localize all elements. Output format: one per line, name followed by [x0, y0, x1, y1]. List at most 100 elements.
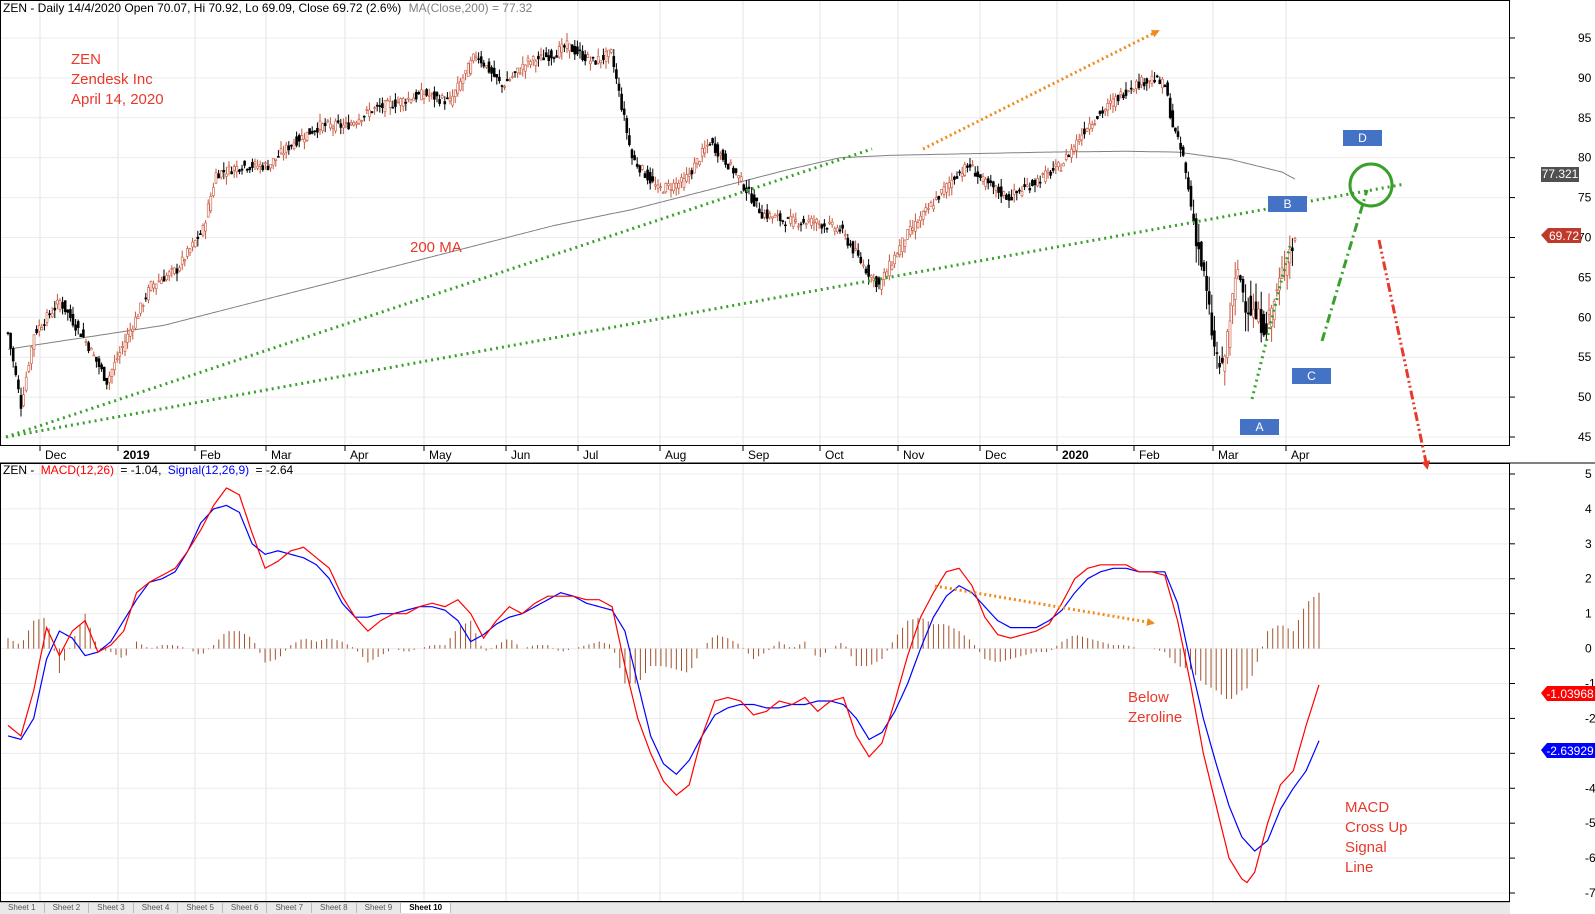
- candle-up: [1075, 139, 1078, 151]
- candle-up: [1285, 260, 1289, 276]
- candle-up: [596, 56, 600, 64]
- svg-text:D: D: [1358, 131, 1367, 145]
- annotation-below-zero-1: Below: [1128, 689, 1169, 706]
- candle-up: [729, 161, 733, 165]
- candle-down: [973, 172, 977, 177]
- candle-up: [984, 178, 987, 187]
- candle-up: [469, 60, 473, 74]
- month-label: Dec: [45, 448, 66, 462]
- candle-down: [1137, 81, 1141, 88]
- candle-down: [297, 135, 301, 142]
- candle-down: [643, 173, 647, 178]
- wave-label-d: D: [1343, 130, 1382, 146]
- candles-layer: [6, 32, 1297, 417]
- candle-down: [1155, 75, 1159, 78]
- candle-down: [251, 162, 254, 168]
- candle-up: [1280, 267, 1284, 279]
- sheet-tab[interactable]: Sheet 2: [45, 903, 90, 913]
- sheet-tab[interactable]: Sheet 7: [267, 903, 313, 913]
- sheet-tab[interactable]: Sheet 5: [178, 903, 223, 913]
- sheet-tab[interactable]: Sheet 9: [357, 903, 402, 913]
- candle-up: [126, 333, 129, 343]
- sheet-tab[interactable]: Sheet 6: [223, 903, 268, 913]
- candle-down: [339, 123, 343, 128]
- candle-down: [841, 224, 844, 229]
- candle-down: [1158, 79, 1162, 84]
- candle-down: [1179, 142, 1182, 150]
- candle-down: [238, 169, 241, 172]
- candle-down: [500, 85, 504, 87]
- candle-up: [906, 229, 909, 240]
- candle-up: [206, 203, 210, 218]
- candle-up: [1093, 123, 1097, 125]
- candle-down: [479, 56, 483, 64]
- month-label: 2019: [123, 448, 150, 462]
- candle-down: [622, 108, 626, 115]
- candle-down: [1197, 242, 1201, 250]
- candle-up: [342, 124, 345, 129]
- candle-down: [53, 307, 57, 311]
- candle-up: [1275, 289, 1279, 292]
- candle-up: [812, 221, 816, 224]
- candle-up: [776, 214, 779, 217]
- candle-up: [836, 227, 839, 233]
- candle-up: [893, 254, 896, 265]
- candle-up: [661, 192, 665, 194]
- candle-up: [677, 183, 681, 189]
- candle-down: [989, 180, 993, 183]
- candle-down: [248, 167, 252, 170]
- candle-down: [544, 52, 548, 58]
- candle-up: [401, 98, 405, 107]
- candle-up: [178, 267, 181, 272]
- candle-down: [495, 74, 499, 78]
- candle-down: [591, 56, 595, 59]
- candle-up: [1257, 308, 1260, 322]
- sheet-tab[interactable]: Sheet 10: [401, 903, 452, 913]
- candle-up: [128, 329, 132, 337]
- target-circle: [1348, 162, 1394, 208]
- month-label: Feb: [1139, 448, 1160, 462]
- month-label: Apr: [1291, 448, 1310, 462]
- macd-grid: [1, 464, 1509, 901]
- candle-up: [599, 60, 603, 63]
- candle-down: [102, 366, 106, 381]
- candle-down: [937, 195, 941, 200]
- candle-down: [1166, 82, 1169, 96]
- price-tick-label: 80: [1578, 151, 1592, 165]
- candle-up: [700, 148, 704, 157]
- candle-up: [461, 77, 465, 84]
- candle-down: [713, 143, 717, 153]
- candle-down: [778, 213, 782, 221]
- sheet-tab[interactable]: Sheet 4: [134, 903, 179, 913]
- candle-up: [659, 186, 662, 189]
- candle-down: [750, 193, 753, 203]
- candle-up: [40, 327, 44, 331]
- sheet-tab[interactable]: Sheet 8: [312, 903, 357, 913]
- candle-up: [607, 49, 610, 57]
- candle-up: [279, 148, 283, 154]
- candle-up: [201, 225, 205, 236]
- candle-down: [1205, 275, 1208, 291]
- candle-up: [1236, 269, 1240, 277]
- candle-down: [69, 309, 72, 319]
- candle-down: [1124, 89, 1128, 96]
- annotation-date: April 14, 2020: [71, 91, 164, 108]
- candle-up: [1231, 293, 1234, 306]
- candle-up: [1119, 91, 1123, 96]
- macd-tick-label: -7: [1585, 886, 1595, 900]
- candle-down: [979, 174, 982, 178]
- candle-down: [261, 165, 265, 171]
- candle-down: [953, 176, 956, 180]
- sheet-tab[interactable]: Sheet 3: [89, 903, 134, 913]
- candle-up: [604, 51, 608, 62]
- candle-up: [409, 99, 413, 103]
- candle-down: [997, 186, 1000, 193]
- candle-up: [981, 176, 985, 182]
- svg-text:B: B: [1283, 197, 1291, 211]
- candle-up: [472, 53, 475, 62]
- sheet-tab[interactable]: Sheet 1: [0, 903, 45, 913]
- candle-down: [17, 379, 20, 390]
- candle-up: [466, 63, 470, 77]
- candle-up: [1044, 170, 1047, 182]
- candle-up: [703, 147, 707, 154]
